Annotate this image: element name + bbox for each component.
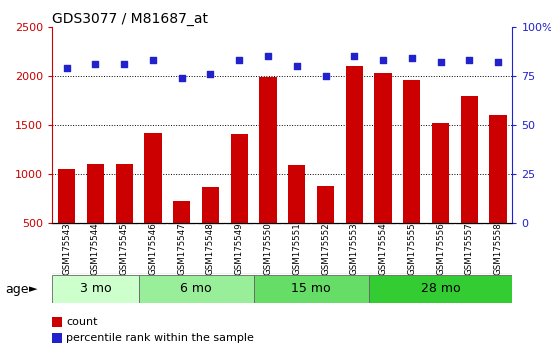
Bar (288, 165, 305, 272)
Bar (374, 73, 392, 272)
Bar (139, 275, 253, 303)
Point (91, 61, 100, 67)
Text: GSM175545: GSM175545 (120, 222, 129, 275)
Text: GSM175543: GSM175543 (62, 222, 71, 275)
Point (465, 57, 474, 63)
Bar (317, 186, 334, 272)
Bar (369, 275, 512, 303)
Text: GSM175551: GSM175551 (292, 222, 301, 275)
Text: GSM175549: GSM175549 (235, 222, 244, 275)
Point (321, 73, 330, 79)
Point (494, 59, 503, 65)
Point (436, 59, 445, 65)
Bar (260, 77, 277, 272)
Point (120, 61, 128, 67)
Text: ►: ► (29, 284, 37, 294)
Text: GSM175546: GSM175546 (148, 222, 158, 275)
Bar (403, 80, 420, 272)
Text: GSM175553: GSM175553 (350, 222, 359, 275)
Text: 6 mo: 6 mo (180, 282, 212, 295)
Point (407, 55, 416, 61)
Text: GSM175544: GSM175544 (91, 222, 100, 275)
Point (350, 53, 359, 59)
Text: GSM175547: GSM175547 (177, 222, 186, 275)
Point (177, 75, 186, 80)
Bar (52, 275, 139, 303)
Point (206, 71, 215, 76)
Text: GSM175554: GSM175554 (379, 222, 387, 275)
Point (293, 63, 301, 69)
Text: GSM175550: GSM175550 (263, 222, 273, 275)
Text: age: age (6, 283, 29, 296)
Point (379, 57, 387, 63)
Text: GSM175556: GSM175556 (436, 222, 445, 275)
Text: 28 mo: 28 mo (421, 282, 460, 295)
Text: 3 mo: 3 mo (80, 282, 111, 295)
Bar (173, 201, 190, 272)
Text: GSM175557: GSM175557 (465, 222, 474, 275)
Text: count: count (66, 317, 98, 327)
Bar (253, 275, 369, 303)
Point (263, 53, 272, 59)
Bar (202, 187, 219, 272)
Bar (345, 66, 363, 272)
Text: GSM175552: GSM175552 (321, 222, 330, 275)
Bar (432, 123, 449, 272)
Bar (87, 164, 104, 272)
Point (235, 57, 244, 63)
Text: percentile rank within the sample: percentile rank within the sample (66, 333, 254, 343)
Text: GSM175555: GSM175555 (407, 222, 417, 275)
Text: GSM175558: GSM175558 (494, 222, 503, 275)
Point (62, 65, 71, 71)
Bar (144, 133, 161, 272)
Bar (461, 96, 478, 272)
Text: GSM175548: GSM175548 (206, 222, 215, 275)
Bar (58, 169, 75, 272)
Point (149, 57, 158, 63)
Text: 15 mo: 15 mo (291, 282, 331, 295)
Text: GDS3077 / M81687_at: GDS3077 / M81687_at (52, 12, 208, 25)
Bar (489, 115, 507, 272)
Bar (231, 133, 248, 272)
Bar (116, 164, 133, 272)
